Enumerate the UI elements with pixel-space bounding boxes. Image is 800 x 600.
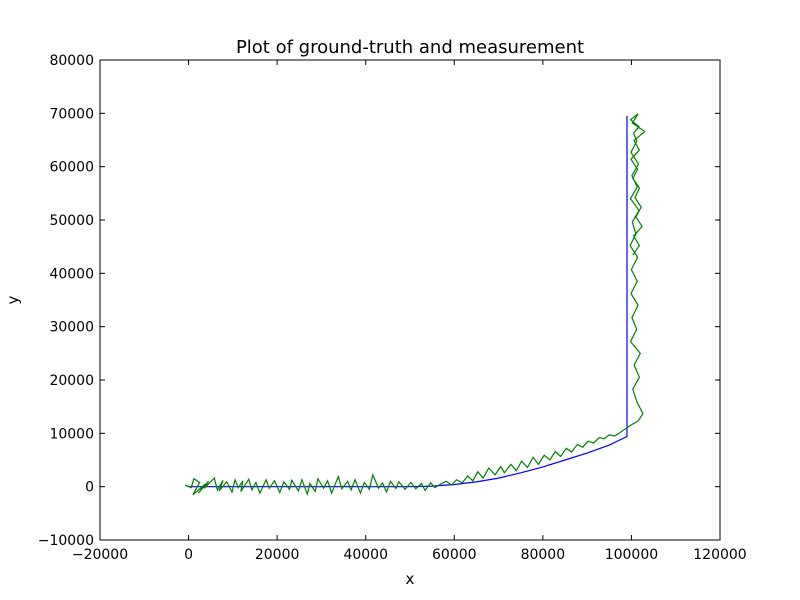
x-tick-label: −20000: [72, 547, 128, 563]
y-tick-label: 10000: [49, 426, 94, 442]
y-tick-label: 20000: [49, 373, 94, 389]
x-tick-label: 120000: [693, 547, 746, 563]
chart-title: Plot of ground-truth and measurement: [236, 37, 584, 58]
x-tick-label: 20000: [255, 547, 300, 563]
x-axis-label: x: [406, 570, 415, 588]
y-tick-label: 80000: [49, 53, 94, 69]
series-layer: [184, 113, 646, 497]
x-tick-label: 60000: [432, 547, 477, 563]
measurement-line: [184, 113, 646, 497]
ground-truth-line: [188, 116, 628, 488]
x-ticks: −20000 0 20000 40000 60000 80000 100000 120000: [72, 60, 747, 563]
y-tick-label: 60000: [49, 160, 94, 176]
x-tick-label: 0: [184, 547, 193, 563]
x-tick-label: 100000: [605, 547, 658, 563]
y-axis-label: y: [4, 295, 22, 304]
plot-area: [100, 60, 720, 540]
x-tick-label: 80000: [521, 547, 566, 563]
y-ticks: −10000 0 10000 20000 30000 40000 50000 60000 700…: [38, 53, 720, 549]
y-tick-label: 40000: [49, 266, 94, 282]
y-tick-label: 0: [85, 480, 94, 496]
y-tick-label: 50000: [49, 213, 94, 229]
y-tick-label: 70000: [49, 106, 94, 122]
x-tick-label: 40000: [343, 547, 388, 563]
y-tick-label: 30000: [49, 320, 94, 336]
plot-frame: [99, 59, 721, 541]
y-tick-label: −10000: [38, 533, 94, 549]
